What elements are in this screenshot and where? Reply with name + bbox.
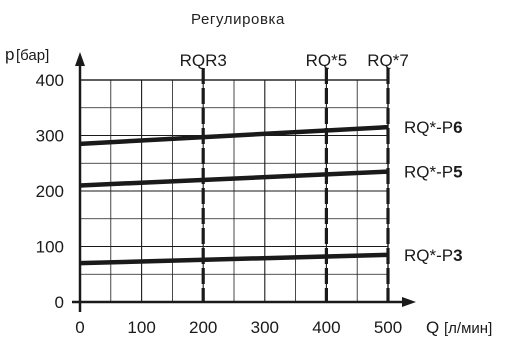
x-axis-unit: [л/мин] [444, 320, 492, 337]
y-axis-unit: [бар] [16, 47, 49, 64]
series-label-prefix: RQ*-P [404, 163, 453, 182]
series-label-prefix: RQ*-P [404, 118, 453, 137]
y-axis-symbol: p [5, 45, 14, 64]
series-label: RQ*-P6 [404, 118, 463, 137]
series-label: RQ*-P3 [404, 246, 463, 265]
x-axis-arrow [402, 297, 416, 307]
range-markers: RQR3 RQ*5 RQ*7 [180, 51, 409, 302]
chart-title: Регулировка [191, 11, 285, 28]
x-tick-label: 200 [189, 318, 217, 337]
series-line [79, 169, 389, 188]
y-tick-label: 300 [36, 127, 64, 146]
x-axis-symbol: Q [426, 318, 439, 337]
y-axis-arrow [75, 52, 85, 66]
marker-label: RQ*5 [306, 51, 348, 70]
y-tick-label: 100 [36, 238, 64, 257]
x-tick-label: 500 [374, 318, 402, 337]
tick-labels: 0 100 200 300 400 500 0 100 200 300 400 [36, 71, 403, 337]
series-line [79, 124, 389, 147]
series-label-number: 3 [453, 246, 462, 265]
marker-label: RQ*7 [367, 51, 409, 70]
series-label: RQ*-P5 [404, 163, 463, 182]
marker-label: RQR3 [180, 51, 227, 70]
x-tick-label: 100 [127, 318, 155, 337]
axes [72, 52, 416, 312]
series-label-number: 5 [453, 163, 462, 182]
series-label-number: 6 [453, 118, 462, 137]
series-lines [79, 124, 389, 266]
y-tick-label: 200 [36, 182, 64, 201]
series-line [79, 252, 389, 266]
y-tick-label: 400 [36, 71, 64, 90]
axis-labels: p [бар] Q [л/мин] [5, 45, 492, 337]
x-tick-label: 0 [75, 318, 84, 337]
y-tick-label: 0 [55, 293, 64, 312]
series-label-prefix: RQ*-P [404, 246, 453, 265]
x-tick-label: 300 [251, 318, 279, 337]
x-tick-label: 400 [312, 318, 340, 337]
grid [79, 79, 389, 303]
